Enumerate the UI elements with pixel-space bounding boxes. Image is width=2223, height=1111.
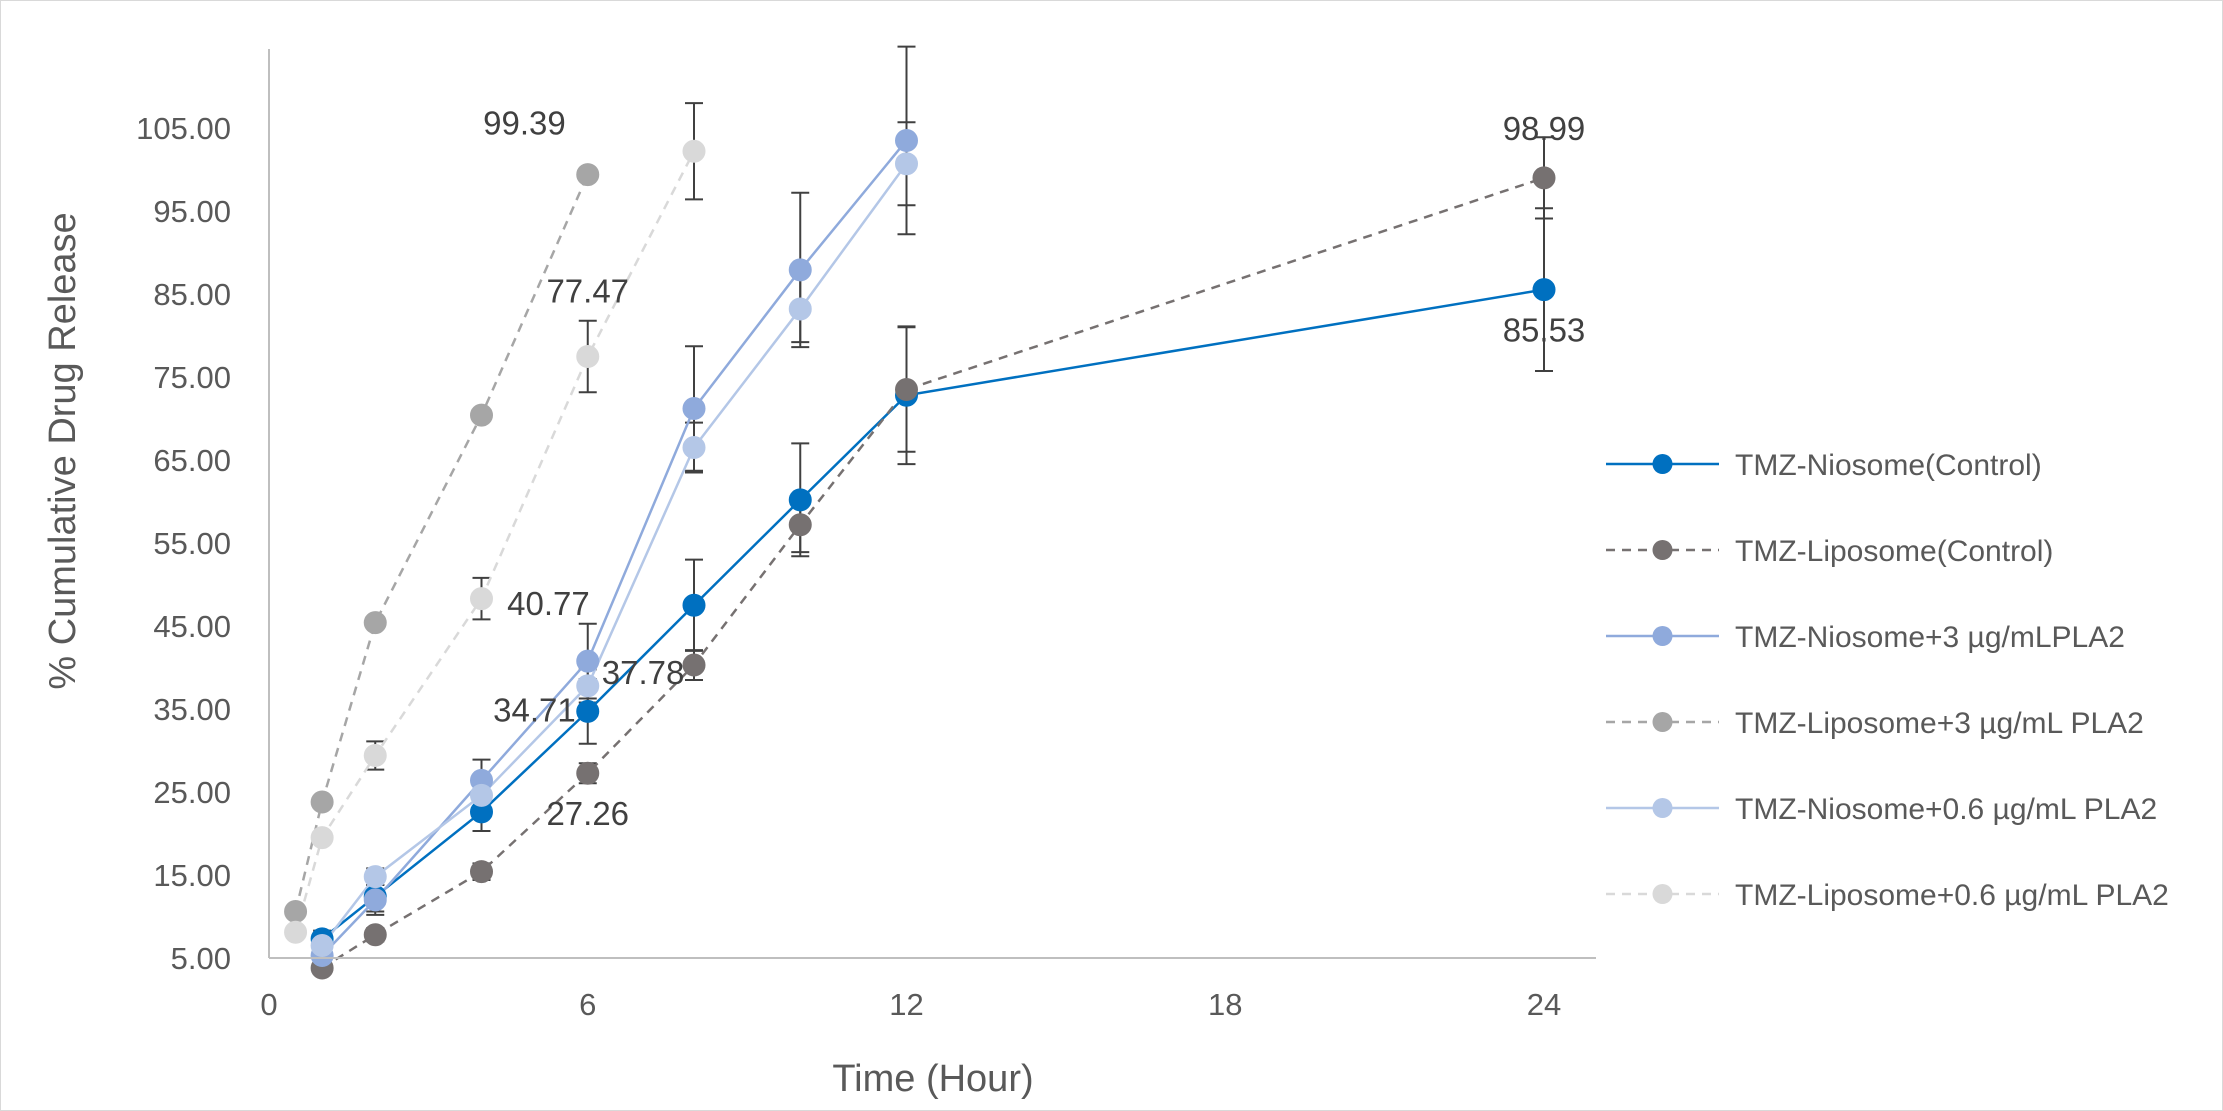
data-point [470,403,493,427]
data-label: 99.39 [483,105,566,142]
data-label: 34.71 [493,691,576,728]
data-point [682,436,706,460]
legend-label: TMZ-Niosome(Control) [1735,449,2042,482]
x-tick-label: 24 [1527,987,1561,1022]
data-label: 85.53 [1503,312,1586,349]
y-tick-label: 15.00 [153,858,231,893]
y-tick-label: 35.00 [153,692,231,727]
x-tick-label: 18 [1208,987,1242,1022]
data-point [363,743,387,767]
legend-item: TMZ-Liposome+0.6 µg/mL PLA2 [1606,879,2169,912]
legend-item: TMZ-Niosome(Control) [1606,449,2042,482]
data-point [576,163,600,187]
data-point [363,923,387,947]
y-tick-label: 75.00 [153,360,231,395]
y-tick-label: 55.00 [153,526,231,561]
x-tick-label: 12 [889,987,923,1022]
data-point [363,611,387,635]
legend: TMZ-Niosome(Control) TMZ-Liposome(Control… [1606,449,2169,912]
y-tick-label: 65.00 [153,443,231,478]
legend-item: TMZ-Liposome+3 µg/mL PLA2 [1606,707,2144,740]
legend-item: TMZ-Niosome+3 µg/mLPLA2 [1606,621,2125,654]
data-label: 37.78 [602,654,685,691]
y-tick-label: 25.00 [153,775,231,810]
legend-label: TMZ-Liposome+0.6 µg/mL PLA2 [1735,879,2169,912]
data-point [310,826,334,850]
data-point [682,653,706,677]
y-tick-label: 85.00 [153,277,231,312]
legend-marker [1652,540,1673,560]
legend-marker [1652,798,1673,818]
data-point [576,761,600,785]
y-tick-label: 105.00 [136,111,231,146]
data-point [363,865,387,889]
series-line-2 [321,139,908,957]
data-point [788,488,812,512]
data-point [576,649,600,673]
legend-marker [1652,884,1673,904]
series-markers [284,128,1556,980]
data-point [576,699,600,723]
data-label: 40.77 [507,585,590,622]
series-line-5 [294,150,696,933]
legend-item: TMZ-Liposome(Control) [1606,535,2053,568]
data-point [284,920,308,944]
data-point [576,344,600,368]
data-label: 98.99 [1503,110,1586,147]
legend-label: TMZ-Liposome+3 µg/mL PLA2 [1735,707,2144,740]
data-point [284,900,308,924]
series-line-3 [294,174,589,912]
series-line-1 [321,176,1545,970]
data-point [895,377,918,401]
x-tick-label: 6 [579,987,596,1022]
y-tick-label: 45.00 [153,609,231,644]
data-point [895,152,918,176]
legend-marker [1652,454,1673,474]
series-line-0 [321,288,1545,940]
legend-label: TMZ-Niosome+3 µg/mLPLA2 [1735,621,2125,654]
data-point [788,297,812,321]
legend-label: TMZ-Liposome(Control) [1735,535,2053,568]
data-point [788,258,812,282]
data-point [470,783,493,807]
error-bars [313,45,1553,965]
data-point [788,513,812,537]
y-tick-label: 5.00 [171,941,231,976]
axes: 5.00 15.00 25.00 35.00 45.00 55.00 65.00 75.00 8… [42,49,1596,1100]
data-point [576,674,600,698]
legend-marker [1652,626,1673,646]
data-label: 27.26 [546,795,629,832]
series-lines [294,139,1545,970]
data-point [470,860,493,884]
legend-marker [1652,712,1673,732]
data-point [1532,166,1556,190]
data-label: 77.47 [546,272,629,309]
data-point [682,139,706,163]
y-tick-label: 95.00 [153,194,231,229]
data-point [682,397,706,421]
data-point [363,888,387,912]
legend-item: TMZ-Niosome+0.6 µg/mL PLA2 [1606,793,2157,826]
x-tick-label: 0 [260,987,277,1022]
data-point [310,934,334,958]
x-axis-title: Time (Hour) [832,1058,1033,1100]
data-point [682,593,706,617]
data-labels: 99.39 77.47 40.77 34.71 37.78 27.26 98.99 85.53 [483,105,1585,833]
legend-label: TMZ-Niosome+0.6 µg/mL PLA2 [1735,793,2157,826]
data-point [470,587,493,611]
y-axis-title: % Cumulative Drug Release [42,212,84,689]
data-point [1532,278,1556,302]
data-point [310,790,334,814]
data-point [895,128,918,152]
